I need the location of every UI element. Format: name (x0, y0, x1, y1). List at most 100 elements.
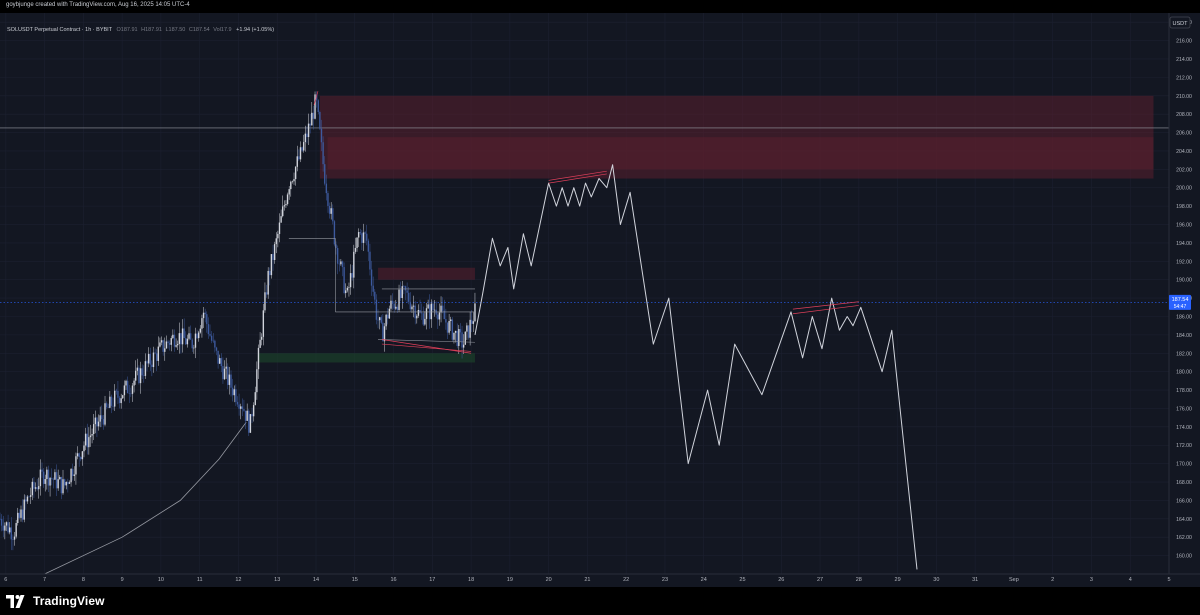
candle-body (84, 433, 87, 446)
legend-l-value: 187.50 (169, 27, 186, 33)
candle-body (83, 445, 85, 452)
candle-body (336, 248, 339, 264)
candle-body (395, 306, 397, 309)
time-tick-label: 18 (468, 577, 474, 583)
candle-body (88, 437, 90, 448)
price-tick-label: 214.00 (1176, 57, 1192, 63)
candle-body (382, 322, 384, 342)
candle-body (152, 352, 155, 368)
candle-body (325, 183, 328, 194)
candle-body (466, 325, 468, 332)
candle-body (157, 346, 160, 361)
candle-body (312, 112, 315, 119)
candle-body (440, 305, 442, 313)
candle-body (214, 340, 216, 348)
candle-body (408, 292, 410, 302)
price-tick-label: 192.00 (1176, 259, 1192, 265)
trendlines (313, 91, 859, 354)
candle-body (241, 406, 244, 410)
candle-body (424, 318, 426, 325)
candle-body (236, 401, 239, 405)
candle-body (398, 289, 400, 310)
candle-body (246, 410, 248, 421)
candle-body (220, 358, 223, 367)
candle-body (249, 414, 252, 433)
candle-body (13, 536, 16, 540)
candle-body (126, 380, 129, 394)
candle-body (235, 389, 237, 402)
candle-body (267, 270, 269, 295)
legend-vol-label: Vol (213, 27, 221, 33)
candle-body (364, 232, 366, 234)
candle-body (23, 499, 25, 520)
candle-body (335, 244, 337, 249)
candle-body (25, 499, 27, 502)
candle-body (448, 320, 450, 333)
candle-body (304, 133, 307, 143)
candle-body (38, 486, 40, 490)
price-tick-label: 176.00 (1176, 406, 1192, 412)
candle-body (99, 415, 101, 422)
candle-body (196, 333, 198, 339)
candle-body (306, 133, 308, 138)
price-tick-label: 216.00 (1176, 39, 1192, 45)
time-tick-label: 9 (121, 577, 124, 583)
candle-body (270, 254, 273, 276)
candle-body (380, 317, 382, 323)
candle-body (118, 397, 121, 404)
candle-body (396, 306, 399, 310)
price-chart[interactable]: 160.00 162.00 164.00 166.00 168.00 170.00 172.… (0, 13, 1200, 587)
candle-body (125, 380, 127, 386)
drawn-segment (378, 339, 475, 343)
candle-body (441, 305, 444, 311)
current-price-countdown: 54:47 (1174, 304, 1187, 310)
candle-body (422, 313, 424, 325)
candle-body (189, 333, 192, 340)
candle-body (317, 100, 319, 113)
time-tick-label: 29 (895, 577, 901, 583)
candle-body (160, 340, 163, 343)
time-tick-label: 16 (390, 577, 396, 583)
candle-body (252, 405, 255, 417)
candle-body (44, 479, 46, 484)
legend-change: +1.94 (+1.05%) (236, 27, 274, 33)
candle-body (223, 368, 226, 380)
time-tick-label: 27 (817, 577, 823, 583)
candle-body (349, 273, 352, 288)
candle-body (420, 312, 423, 314)
legend-o-value: 187.91 (121, 27, 138, 33)
price-tick-label: 162.00 (1176, 535, 1192, 541)
candle-body (15, 523, 17, 537)
divergence-line (381, 339, 472, 354)
zones (257, 95, 1154, 363)
candle-body (377, 319, 379, 321)
candle-body (309, 123, 311, 126)
candle-body (225, 366, 227, 369)
candle-body (369, 251, 371, 270)
currency-badge[interactable]: USDT (1169, 16, 1191, 29)
candle-body (198, 332, 200, 339)
candle-body (282, 206, 284, 217)
candle-body (427, 304, 429, 309)
price-tick-label: 210.00 (1176, 94, 1192, 100)
candle-body (390, 300, 392, 309)
candle-body (73, 474, 76, 476)
time-axis-ticks: 6 7 8 9 10 11 12 13 14 15 16 17 18 19 20 21 22 23 24 25 26 27… (4, 577, 1170, 583)
candle-body (273, 244, 276, 261)
candle-body (131, 385, 134, 394)
curve (44, 422, 247, 575)
candle-body (393, 303, 395, 309)
time-tick-label: 5 (1167, 577, 1170, 583)
divergence-line (792, 305, 859, 315)
price-tick-label: 164.00 (1176, 517, 1192, 523)
candle-body (180, 333, 182, 345)
candle-body (269, 270, 271, 276)
candle-body (451, 319, 454, 340)
candle-body (359, 232, 361, 234)
candle-body (70, 468, 72, 483)
time-tick-label: 3 (1090, 577, 1093, 583)
candle-body (294, 166, 297, 180)
candle-body (109, 396, 111, 408)
time-tick-label: 28 (856, 577, 862, 583)
candle-body (288, 189, 290, 195)
